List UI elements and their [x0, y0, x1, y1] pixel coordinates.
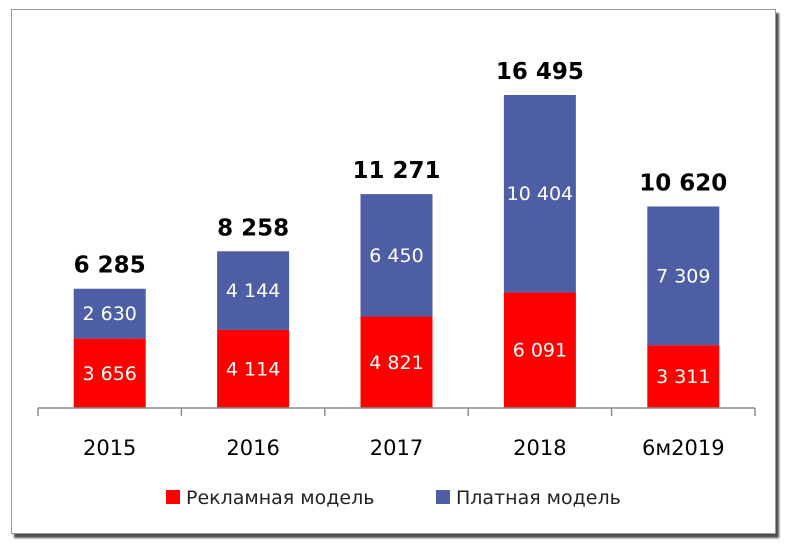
bar-segment-paid-2015 — [73, 288, 146, 339]
data-label-paid-2015: 2 630 — [82, 303, 136, 325]
data-label-advertising-2015: 3 656 — [82, 363, 136, 385]
total-label-2015: 6 285 — [74, 253, 146, 279]
legend-label-paid: Платная модель — [456, 487, 621, 509]
x-tick-label-2016: 2016 — [226, 436, 279, 460]
bar-segment-paid-2016 — [217, 251, 290, 330]
total-label-2017: 11 271 — [352, 158, 440, 184]
bar-segment-advertising-6м2019 — [647, 345, 720, 408]
total-label-2018: 16 495 — [496, 59, 584, 85]
data-label-advertising-2016: 4 114 — [226, 358, 280, 380]
data-label-advertising-6м2019: 3 311 — [656, 366, 710, 388]
x-tick-label-6м2019: 6м2019 — [642, 436, 725, 460]
x-tick-label-2018: 2018 — [513, 436, 566, 460]
x-tick-label-2017: 2017 — [370, 436, 423, 460]
total-label-2016: 8 258 — [217, 215, 289, 241]
bar-segment-advertising-2015 — [73, 338, 146, 408]
data-label-advertising-2018: 6 091 — [513, 340, 567, 362]
bar-segment-advertising-2016 — [217, 329, 290, 408]
legend-swatch-advertising — [166, 490, 180, 504]
x-tick-label-2015: 2015 — [83, 436, 136, 460]
bar-segment-advertising-2018 — [503, 292, 576, 408]
legend-label-advertising: Рекламная модель — [186, 487, 374, 509]
data-label-paid-2017: 6 450 — [369, 245, 423, 267]
data-label-paid-2016: 4 144 — [226, 280, 280, 302]
data-label-paid-2018: 10 404 — [507, 183, 573, 205]
legend-swatch-paid — [436, 490, 450, 504]
data-label-advertising-2017: 4 821 — [369, 352, 423, 374]
bar-segment-advertising-2017 — [360, 316, 433, 408]
total-label-6м2019: 10 620 — [639, 170, 727, 196]
bar-segment-paid-6м2019 — [647, 206, 720, 346]
bar-segment-paid-2018 — [503, 95, 576, 293]
bar-segment-paid-2017 — [360, 194, 433, 317]
data-label-paid-6м2019: 7 309 — [656, 265, 710, 287]
